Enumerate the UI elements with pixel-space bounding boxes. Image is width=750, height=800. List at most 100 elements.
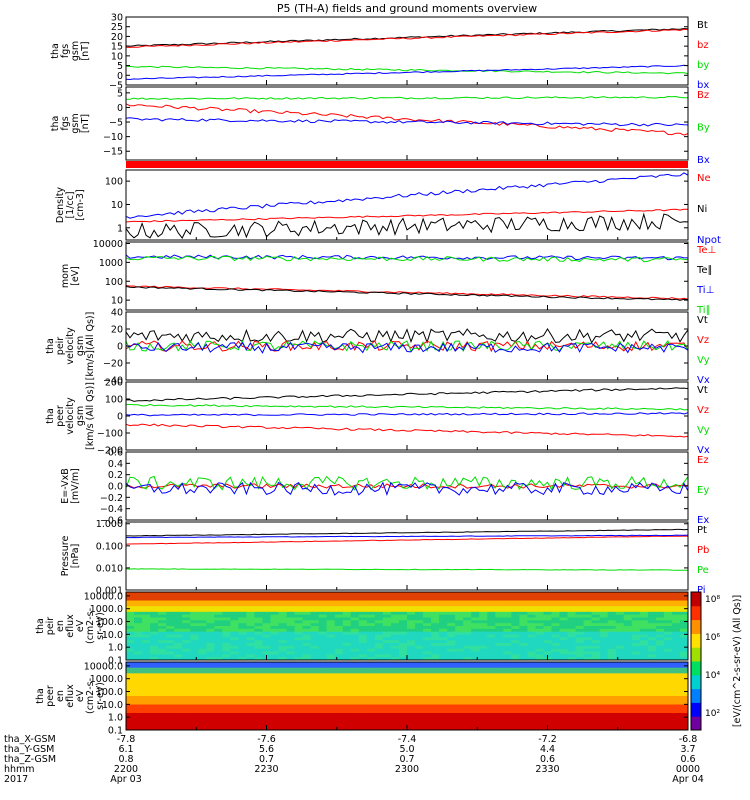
heatmap-cell: [206, 698, 215, 703]
heatmap-cell: [447, 667, 456, 671]
heatmap-cell: [398, 628, 408, 633]
heatmap-cell: [166, 600, 175, 604]
heatmap-cell: [294, 640, 304, 644]
colorbar-segment: [691, 592, 701, 607]
y-tick-label: 25: [111, 22, 123, 33]
heatmap-cell: [583, 592, 593, 596]
colorbar-segment: [691, 716, 701, 731]
heatmap-cell: [423, 592, 432, 596]
heatmap-cell: [655, 670, 665, 674]
heatmap-cell: [655, 710, 665, 714]
heatmap-cell: [519, 724, 528, 728]
heatmap-cell: [278, 606, 288, 610]
heatmap-cell: [182, 701, 191, 705]
heatmap-cell: [350, 667, 360, 671]
heatmap-cell: [583, 664, 593, 669]
heatmap-cell: [663, 718, 673, 722]
heatmap-cell: [214, 603, 223, 607]
heatmap-cell: [358, 654, 368, 658]
heatmap-cell: [318, 592, 328, 596]
heatmap-cell: [655, 693, 665, 697]
heatmap-cell: [487, 673, 496, 677]
heatmap-cell: [495, 643, 504, 647]
heatmap-cell: [398, 654, 408, 658]
y-tick-label: 1000: [99, 258, 123, 269]
heatmap-cell: [679, 670, 689, 674]
heatmap-cell: [342, 623, 352, 627]
y-label-line: en: [55, 620, 66, 632]
heatmap-cell: [503, 654, 512, 658]
heatmap-cell: [326, 594, 336, 599]
heatmap-cell: [551, 690, 561, 694]
heatmap-cell: [166, 679, 175, 683]
heatmap-cell: [583, 648, 593, 652]
heatmap-cell: [206, 727, 215, 731]
heatmap-cell: [575, 679, 585, 683]
heatmap-cell: [407, 657, 416, 661]
heatmap-cell: [310, 611, 320, 616]
heatmap-cell: [286, 603, 296, 607]
heatmap-cell: [198, 645, 207, 650]
heatmap-cell: [671, 623, 681, 627]
heatmap-cell: [366, 623, 376, 627]
heatmap-cell: [302, 713, 312, 717]
heatmap-cell: [559, 606, 569, 610]
heatmap-cell: [166, 640, 175, 644]
heatmap-cell: [575, 617, 585, 621]
heatmap-cell: [535, 648, 544, 652]
heatmap-cell: [479, 626, 488, 630]
heatmap-cell: [679, 693, 689, 697]
heatmap-cell: [278, 701, 288, 705]
heatmap-cell: [262, 648, 272, 652]
heatmap-cell: [142, 701, 151, 705]
y-tick-label: 0.4: [108, 459, 123, 470]
heatmap-cell: [126, 648, 135, 652]
heatmap-cell: [254, 614, 263, 618]
y-label-line: eV: [75, 619, 86, 632]
heatmap-cell: [286, 721, 296, 725]
heatmap-cell: [487, 592, 496, 596]
heatmap-cell: [230, 617, 239, 621]
heatmap-cell: [615, 710, 625, 714]
heatmap-cell: [543, 676, 553, 680]
heatmap-cell: [415, 698, 424, 703]
heatmap-cell: [647, 634, 657, 638]
heatmap-cell: [487, 606, 496, 610]
heatmap-cell: [471, 721, 480, 725]
heatmap-cell: [679, 673, 689, 677]
colorbar-tick: 10²: [705, 709, 720, 719]
legend-entry: Vt: [697, 385, 708, 396]
heatmap-cell: [198, 592, 207, 596]
heatmap-cell: [431, 684, 440, 688]
y-tick-label: 0.100: [96, 541, 123, 552]
heatmap-cell: [511, 673, 520, 677]
heatmap-cell: [286, 606, 296, 610]
heatmap-cell: [567, 609, 577, 613]
heatmap-cell: [551, 626, 561, 630]
heatmap-cell: [655, 640, 665, 644]
heatmap-cell: [423, 693, 432, 697]
heatmap-cell: [615, 628, 625, 633]
heatmap-cell: [182, 617, 191, 621]
heatmap-cell: [455, 687, 464, 691]
heatmap-cell: [222, 648, 231, 652]
heatmap-cell: [671, 640, 681, 644]
heatmap-cell: [342, 634, 352, 638]
heatmap-cell: [527, 681, 536, 686]
heatmap-cell: [479, 657, 488, 661]
heatmap-cell: [254, 640, 263, 644]
heatmap-cell: [270, 657, 280, 661]
heatmap-cell: [479, 679, 488, 683]
y-label-line: (cm2-s-: [85, 608, 96, 644]
heatmap-cell: [398, 690, 408, 694]
heatmap-cell: [455, 603, 464, 607]
heatmap-cell: [639, 673, 649, 677]
heatmap-cell: [415, 684, 424, 688]
heatmap-cell: [407, 617, 416, 621]
heatmap-cell: [591, 648, 601, 652]
heatmap-cell: [158, 684, 167, 688]
heatmap-cell: [198, 617, 207, 621]
heatmap-cell: [671, 724, 681, 728]
heatmap-cell: [158, 707, 167, 711]
heatmap-cell: [663, 617, 673, 621]
